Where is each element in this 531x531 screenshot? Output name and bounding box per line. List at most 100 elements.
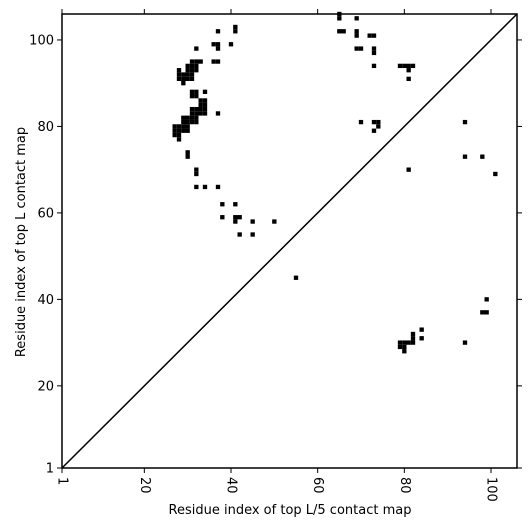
x-tick-label-80: 80	[397, 477, 412, 494]
contact-point-top-l	[371, 63, 377, 69]
contact-point-top-l	[406, 63, 411, 69]
contact-point-top-l	[215, 42, 221, 47]
contact-point-top-l	[462, 119, 468, 125]
x-tick-label-100: 100	[484, 477, 499, 502]
contact-point-top-l	[371, 46, 377, 51]
contact-point-top-l	[406, 76, 411, 82]
contact-point-top-l	[194, 63, 199, 69]
contact-point-top-l5	[397, 344, 403, 350]
contact-point-top-l	[480, 154, 485, 159]
contact-point-top-l	[211, 42, 216, 47]
contact-point-top-l	[176, 72, 182, 77]
contact-point-top-l	[402, 63, 407, 69]
contact-point-top-l	[172, 128, 177, 133]
contact-point-top-l	[172, 132, 177, 138]
contact-point-top-l	[462, 154, 468, 159]
contact-point-top-l	[194, 93, 199, 99]
contact-point-top-l	[198, 59, 203, 64]
contact-point-top-l	[202, 184, 208, 190]
contact-point-top-l	[376, 119, 381, 125]
contact-point-top-l	[215, 184, 221, 190]
contact-point-top-l	[250, 219, 255, 224]
contact-point-top-l	[371, 119, 377, 125]
contact-point-top-l	[358, 119, 364, 125]
x-tick-label-1: 1	[55, 477, 70, 485]
contact-point-top-l	[194, 184, 199, 190]
contact-point-top-l	[337, 11, 342, 17]
contact-point-top-l	[371, 128, 377, 133]
contact-point-top-l	[202, 111, 208, 116]
y-tick-label-80: 80	[37, 120, 54, 135]
contact-point-top-l5	[410, 340, 416, 345]
contact-point-top-l5	[484, 310, 489, 315]
contact-point-top-l	[211, 59, 216, 64]
contact-point-top-l	[189, 68, 195, 73]
y-tick-label-100: 100	[29, 33, 54, 48]
contact-point-top-l	[220, 202, 225, 207]
contact-point-top-l	[215, 111, 221, 116]
contact-point-top-l	[202, 102, 208, 107]
contact-point-top-l	[376, 124, 381, 129]
contact-point-top-l	[354, 29, 359, 34]
contact-point-top-l	[189, 111, 195, 116]
contact-point-top-l	[233, 29, 238, 34]
contact-point-top-l	[233, 219, 238, 224]
y-tick-label-40: 40	[37, 293, 54, 308]
contact-point-top-l	[233, 215, 238, 220]
contact-point-top-l	[371, 33, 377, 38]
contact-point-top-l	[358, 46, 364, 51]
contact-point-top-l	[172, 124, 177, 129]
contact-point-top-l5	[406, 340, 411, 345]
contact-point-top-l	[176, 124, 182, 129]
contact-point-top-l	[293, 275, 299, 280]
contact-point-top-l	[194, 111, 199, 116]
contact-point-top-l	[181, 124, 186, 129]
contact-point-top-l	[367, 33, 372, 38]
contact-point-top-l	[189, 93, 195, 99]
contact-point-top-l	[194, 106, 199, 112]
contact-point-top-l5	[419, 327, 424, 332]
contact-point-top-l	[202, 106, 208, 112]
contact-point-top-l	[181, 115, 186, 120]
contact-point-top-l5	[480, 310, 485, 315]
contact-point-top-l	[215, 29, 221, 34]
contact-point-top-l	[185, 68, 190, 73]
contact-point-top-l	[185, 119, 190, 125]
contact-point-top-l	[185, 128, 190, 133]
contact-point-top-l	[185, 124, 190, 129]
contact-point-top-l5	[397, 340, 403, 345]
contact-point-top-l5	[410, 331, 416, 337]
contact-point-top-l	[181, 76, 186, 82]
contact-point-top-l	[176, 128, 182, 133]
contact-point-top-l	[185, 72, 190, 77]
contact-point-top-l	[341, 29, 346, 34]
contact-point-top-l	[354, 46, 359, 51]
contact-point-top-l	[189, 115, 195, 120]
x-tick-label-20: 20	[137, 477, 152, 494]
contact-point-top-l	[194, 171, 199, 177]
contact-point-top-l	[185, 150, 190, 155]
contact-point-top-l	[354, 33, 359, 38]
contact-point-top-l	[250, 232, 255, 237]
contact-point-top-l	[181, 81, 186, 86]
contact-point-top-l	[176, 68, 182, 73]
contact-point-top-l	[185, 63, 190, 69]
contact-point-top-l	[337, 29, 342, 34]
contact-point-top-l	[237, 232, 242, 237]
contact-point-top-l	[194, 89, 199, 94]
contact-point-top-l	[189, 106, 195, 112]
contact-point-top-l	[237, 215, 242, 220]
contact-point-top-l	[202, 98, 208, 103]
contact-point-top-l	[185, 154, 190, 159]
contact-point-top-l	[189, 63, 195, 69]
contact-point-top-l	[194, 167, 199, 172]
y-axis-title: Residue index of top L contact map	[14, 127, 29, 357]
contact-point-top-l	[185, 115, 190, 120]
contact-point-top-l	[215, 59, 221, 64]
contact-point-top-l	[176, 137, 182, 142]
x-tick-label-60: 60	[310, 477, 325, 494]
contact-point-top-l5	[402, 340, 407, 345]
contact-point-top-l	[198, 98, 203, 103]
